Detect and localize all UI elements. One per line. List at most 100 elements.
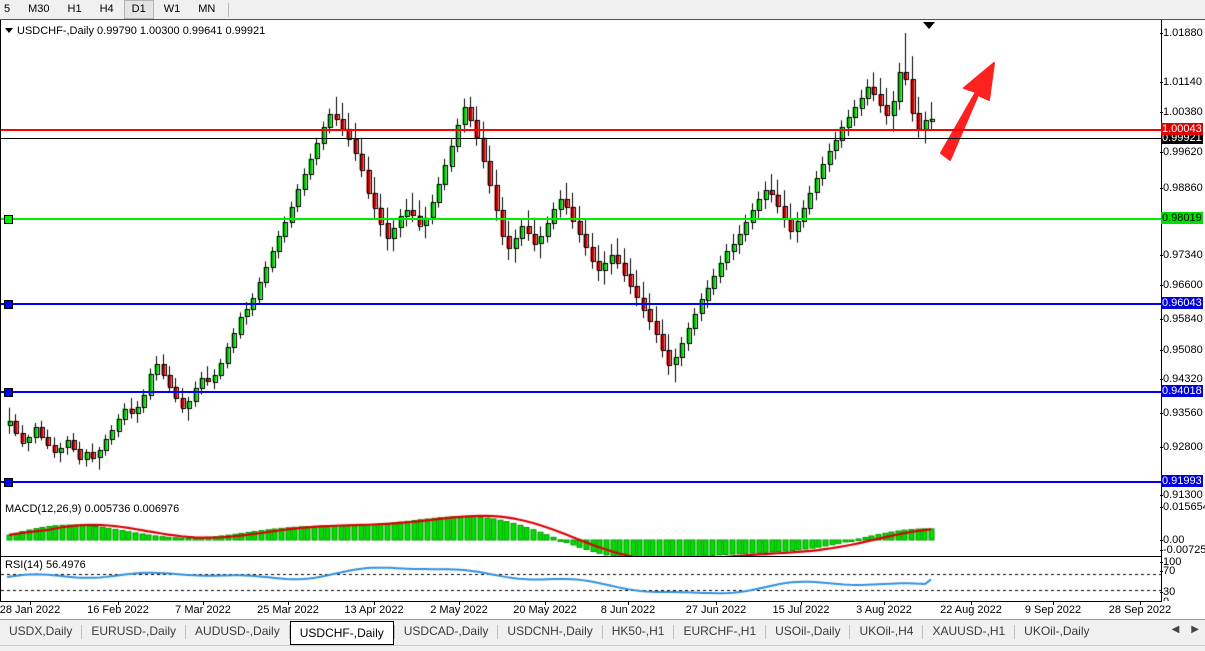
date-tick-mark xyxy=(1053,601,1054,605)
candlestick-canvas[interactable] xyxy=(1,20,1161,501)
chart-tab-usdcad--daily[interactable]: USDCAD-,Daily xyxy=(403,624,489,638)
level-line-handle[interactable] xyxy=(4,215,13,224)
rsi-subwindow[interactable]: RSI(14) 56.4976 xyxy=(0,557,1162,602)
macd-canvas xyxy=(1,501,1161,556)
level-line-handle[interactable] xyxy=(4,300,13,309)
tab-divider xyxy=(288,625,290,639)
level-line-green[interactable] xyxy=(1,215,1161,224)
chart-tabs: USDX,Daily EURUSD-,Daily AUDUSD-,Daily USDC… xyxy=(0,620,1099,645)
price-tick-label: 1.01880 xyxy=(1163,27,1203,39)
chart-menu-caret-icon[interactable] xyxy=(5,28,13,33)
date-tick-label: 28 Jan 2022 xyxy=(0,604,61,616)
level-line-blue[interactable] xyxy=(1,388,1161,397)
price-tick-label: 0.94320 xyxy=(1163,373,1203,385)
price-level-tag-red[interactable]: 1.00043 xyxy=(1161,123,1203,135)
price-tick-mark xyxy=(1160,379,1163,380)
rsi-tick-label: 0 xyxy=(1163,596,1169,601)
date-tick-mark xyxy=(203,601,204,605)
rsi-tick-mark xyxy=(1160,562,1163,563)
chart-tab-usdx-daily[interactable]: USDX,Daily xyxy=(9,624,73,638)
price-tick-mark xyxy=(1160,447,1163,448)
rsi-tick-label: 70 xyxy=(1163,565,1176,577)
price-level-tag-black[interactable]: 0.99921 xyxy=(1161,132,1203,144)
timeframe-5[interactable]: 5 xyxy=(4,3,11,15)
price-tick-label: 0.93560 xyxy=(1163,407,1203,419)
date-tick-label: 15 Jul 2022 xyxy=(772,604,830,616)
rsi-label: RSI(14) 56.4976 xyxy=(5,559,86,571)
date-tick-mark xyxy=(628,601,629,605)
level-line-handle[interactable] xyxy=(4,388,13,397)
chart-tab-ukoil--daily[interactable]: UKOil-,Daily xyxy=(1024,624,1090,638)
tab-divider xyxy=(81,625,83,639)
price-tick-label: 1.00380 xyxy=(1163,106,1203,118)
price-tick-label: 0.99620 xyxy=(1163,146,1203,158)
macd-subwindow[interactable]: MACD(12,26,9) 0.005736 0.006976 xyxy=(0,501,1162,557)
chart-frame: USDCHF-,Daily 0.99790 1.00300 0.99641 0.… xyxy=(0,19,1205,620)
timeframe-m30[interactable]: M30 xyxy=(28,3,50,15)
date-tick-label: 13 Apr 2022 xyxy=(344,604,404,616)
date-tick-mark xyxy=(716,601,717,605)
date-tick-label: 3 Aug 2022 xyxy=(856,604,912,616)
timeframe-d1[interactable]: D1 xyxy=(123,0,154,19)
price-tick-mark xyxy=(1160,152,1163,153)
price-level-tag-green[interactable]: 0.98019 xyxy=(1161,212,1203,224)
date-tick-label: 8 Jun 2022 xyxy=(600,604,656,616)
price-level-tag-blue[interactable]: 0.94018 xyxy=(1161,385,1203,397)
date-tick-mark xyxy=(30,601,31,605)
date-axis[interactable]: 28 Jan 2022 16 Feb 2022 7 Mar 2022 25 Mar 2… xyxy=(0,601,1171,620)
chart-top-marker-icon xyxy=(923,22,935,29)
level-line-handle[interactable] xyxy=(4,478,13,487)
price-tick-mark xyxy=(1160,188,1163,189)
level-line-blue[interactable] xyxy=(1,300,1161,309)
chart-tab-eurchf--h1[interactable]: EURCHF-,H1 xyxy=(683,624,757,638)
price-level-tag-blue[interactable]: 0.91993 xyxy=(1161,475,1203,487)
timeframe-mn[interactable]: MN xyxy=(198,3,216,15)
level-line-black[interactable] xyxy=(1,138,1161,139)
tab-divider xyxy=(393,625,395,639)
tab-underline-divider xyxy=(0,645,1205,646)
date-tick-label: 16 Feb 2022 xyxy=(87,604,149,616)
date-tick-mark xyxy=(545,601,546,605)
date-tick-label: 22 Aug 2022 xyxy=(940,604,1002,616)
rsi-tick-mark xyxy=(1160,592,1163,593)
timeframe-toolbar: 5 M30 H1 H4 D1 W1 MN xyxy=(0,0,1205,20)
date-tick-label: 9 Sep 2022 xyxy=(1024,604,1082,616)
tab-next-icon[interactable]: ▶ xyxy=(1191,624,1199,635)
rsi-tick-label: 30 xyxy=(1163,586,1176,598)
price-tick-label: 0.95840 xyxy=(1163,313,1203,325)
price-tick-mark xyxy=(1160,33,1163,34)
price-tick-mark xyxy=(1160,413,1163,414)
macd-tick-mark xyxy=(1160,540,1163,541)
tab-divider xyxy=(765,625,767,639)
level-line-red[interactable] xyxy=(1,129,1161,131)
price-level-tag-blue[interactable]: 0.96043 xyxy=(1161,297,1203,309)
tab-divider xyxy=(673,625,675,639)
macd-tick-label: -0.00725 xyxy=(1163,544,1205,556)
toolbar-divider xyxy=(228,2,230,17)
chart-tab-bar: USDX,Daily EURUSD-,Daily AUDUSD-,Daily USDC… xyxy=(0,619,1205,651)
chart-tab-ukoil--h4[interactable]: UKOil-,H4 xyxy=(859,624,914,638)
chart-tab-xauusd--h1[interactable]: XAUUSD-,H1 xyxy=(932,624,1006,638)
price-tick-mark xyxy=(1160,319,1163,320)
timeframe-h1[interactable]: H1 xyxy=(67,3,82,15)
date-tick-label: 7 Mar 2022 xyxy=(175,604,231,616)
chart-tab-usdchf--daily[interactable]: USDCHF-,Daily xyxy=(289,621,394,645)
tab-divider xyxy=(849,625,851,639)
chart-tab-hk50--h1[interactable]: HK50-,H1 xyxy=(611,624,665,638)
tab-prev-icon[interactable]: ◀ xyxy=(1171,624,1180,635)
tab-divider xyxy=(185,625,187,639)
chart-tab-eurusd--daily[interactable]: EURUSD-,Daily xyxy=(91,624,177,638)
chart-tab-usdcnh--daily[interactable]: USDCNH-,Daily xyxy=(507,624,593,638)
price-scale[interactable]: 1.018801.011401.003800.996200.988600.981… xyxy=(1160,20,1205,501)
price-tick-label: 0.97340 xyxy=(1163,249,1203,261)
level-line-blue[interactable] xyxy=(1,478,1161,487)
timeframe-h4[interactable]: H4 xyxy=(99,3,114,15)
price-plot[interactable]: USDCHF-,Daily 0.99790 1.00300 0.99641 0.… xyxy=(0,20,1162,502)
chart-tab-usoil--daily[interactable]: USOil-,Daily xyxy=(775,624,841,638)
tab-divider xyxy=(497,625,499,639)
price-tick-label: 0.96600 xyxy=(1163,279,1203,291)
chart-tab-audusd--daily[interactable]: AUDUSD-,Daily xyxy=(195,624,280,638)
timeframe-w1[interactable]: W1 xyxy=(163,3,181,15)
